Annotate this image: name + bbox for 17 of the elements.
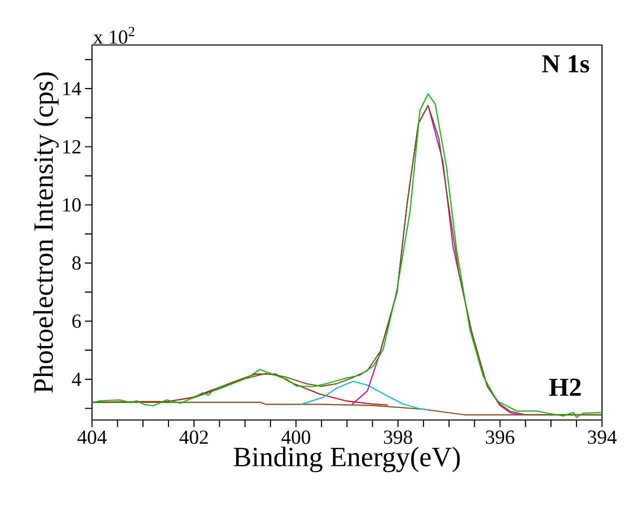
- x-axis-title: Binding Energy(eV): [234, 446, 460, 472]
- x-tick-label: 404: [77, 430, 107, 444]
- x-tick-label: 400: [281, 430, 310, 444]
- annotation: N 1s: [542, 55, 590, 73]
- y-tick-label: 12: [63, 140, 80, 154]
- y-tick-label: 14: [63, 82, 82, 96]
- x-tick-label: 398: [384, 430, 412, 444]
- y-tick-label: 8: [72, 256, 81, 270]
- x-tick-label: 394: [588, 430, 617, 444]
- y-tick-label: 4: [72, 372, 82, 386]
- x-tick-label: 402: [179, 430, 208, 444]
- y-tick-label: 10: [63, 198, 81, 212]
- text: x 10$^{2}$: [93, 26, 134, 44]
- annotation: H2: [549, 378, 581, 396]
- y-tick-label: 6: [72, 314, 81, 328]
- y-axis-title: Photoelectron Intensity (cps): [33, 72, 59, 393]
- x-tick-label: 396: [486, 430, 514, 444]
